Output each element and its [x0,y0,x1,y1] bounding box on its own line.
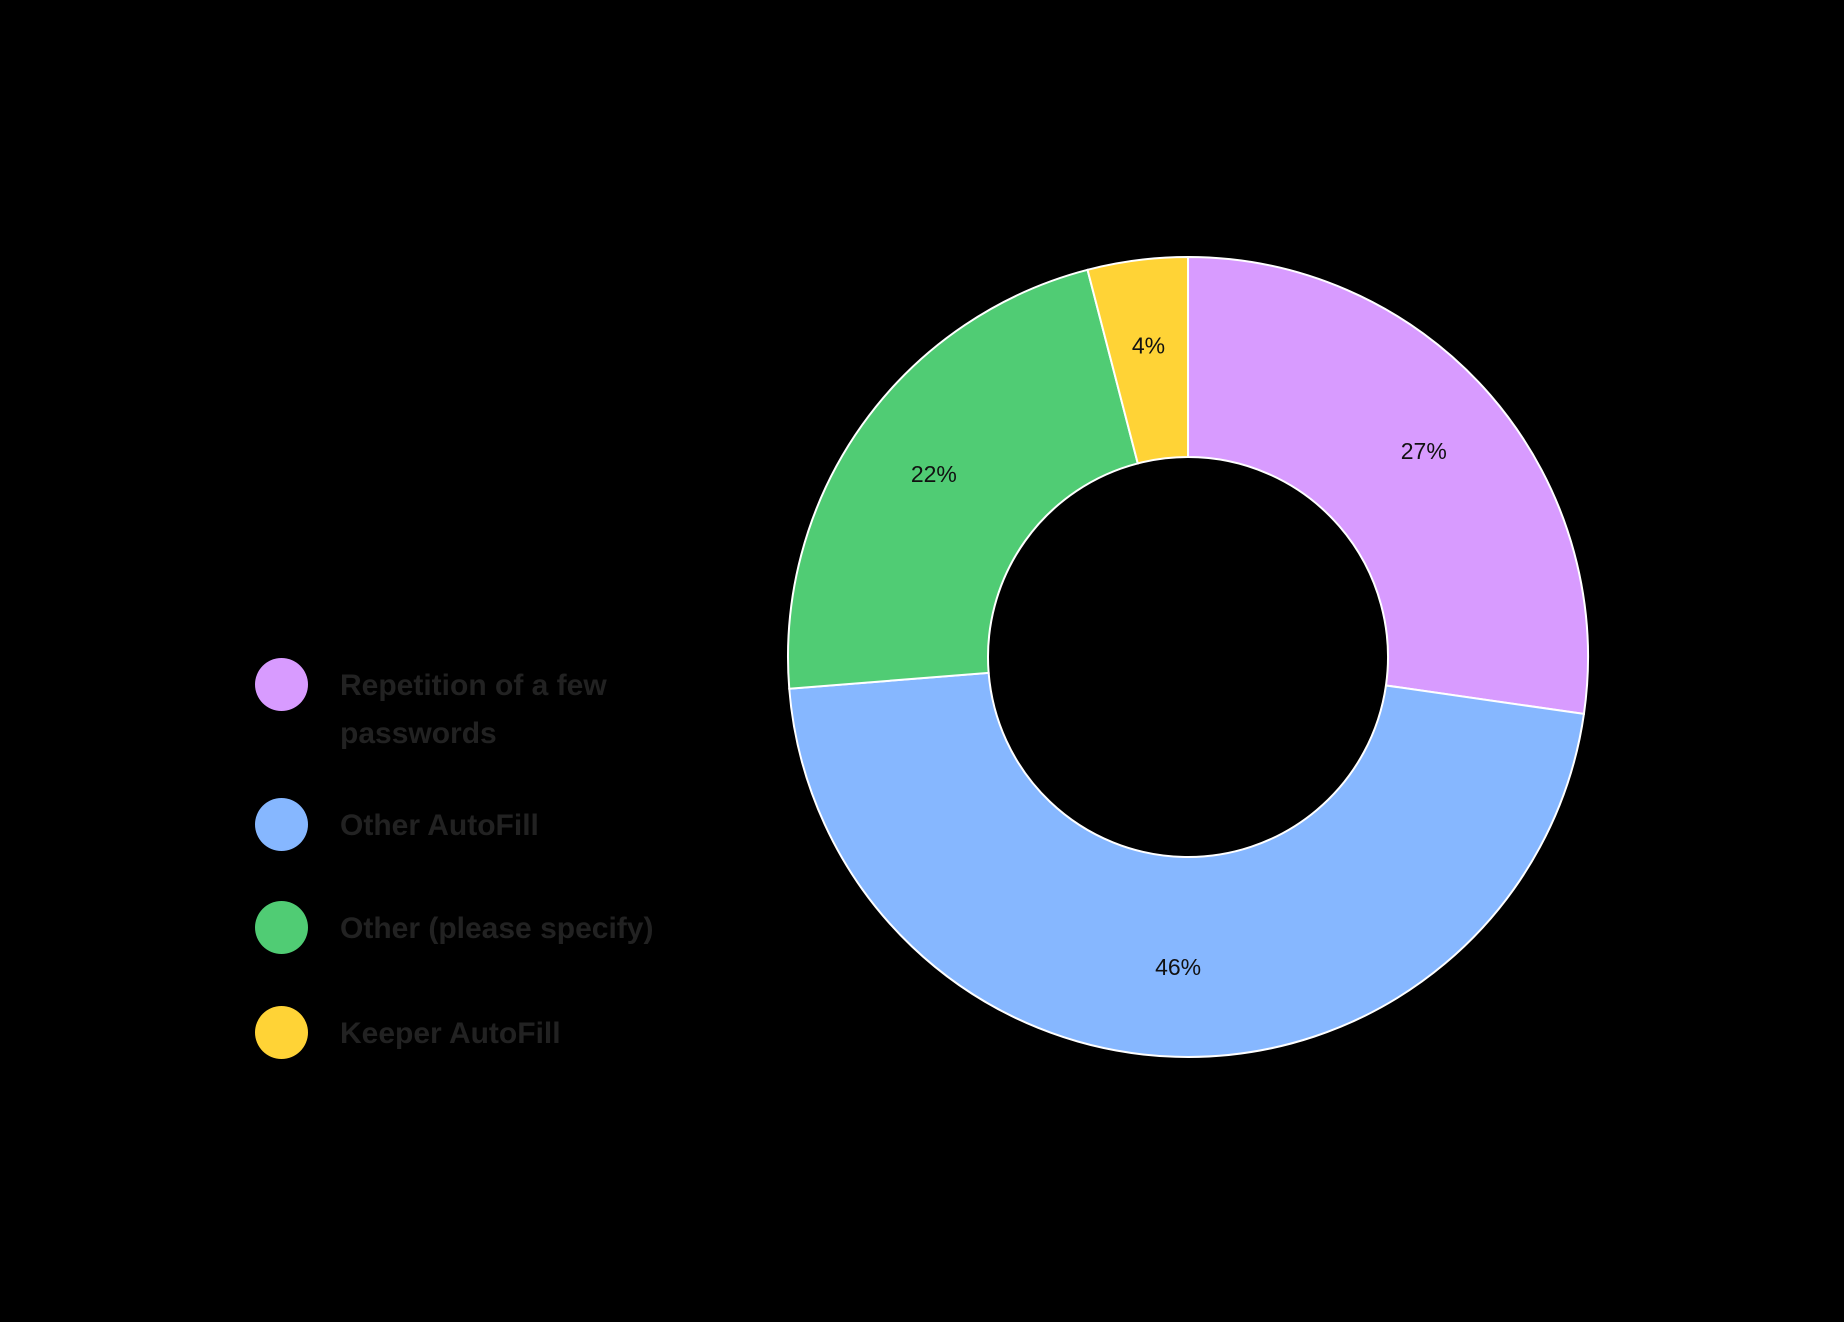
legend-swatch-repetition-icon [255,658,308,711]
donut-slice[interactable] [788,671,1586,1058]
legend-label: Other AutoFill [340,809,539,842]
legend-item-other-specify[interactable]: Other (please specify) [255,901,680,954]
legend-swatch-other-specify-icon [255,901,308,954]
legend-swatch-other-autofill-icon [255,798,308,851]
slice-data-label: 27% [1401,438,1447,464]
slice-data-label: 46% [1155,954,1201,980]
legend-label: Other (please specify) [340,912,654,945]
legend-label: Keeper AutoFill [340,1017,561,1050]
slice-data-label: 4% [1132,333,1165,359]
legend-item-other-autofill[interactable]: Other AutoFill [255,798,680,851]
legend-swatch-keeper-autofill-icon [255,1006,308,1059]
donut-slice[interactable] [787,268,1139,690]
slice-data-label: 22% [911,461,957,487]
donut-slice[interactable] [1187,255,1589,716]
legend-item-keeper-autofill[interactable]: Keeper AutoFill [255,1006,680,1059]
donut-slice[interactable] [1086,255,1189,465]
legend-label: Repetition of a few passwords [340,669,607,750]
legend-item-repetition[interactable]: Repetition of a few passwords [255,658,680,758]
